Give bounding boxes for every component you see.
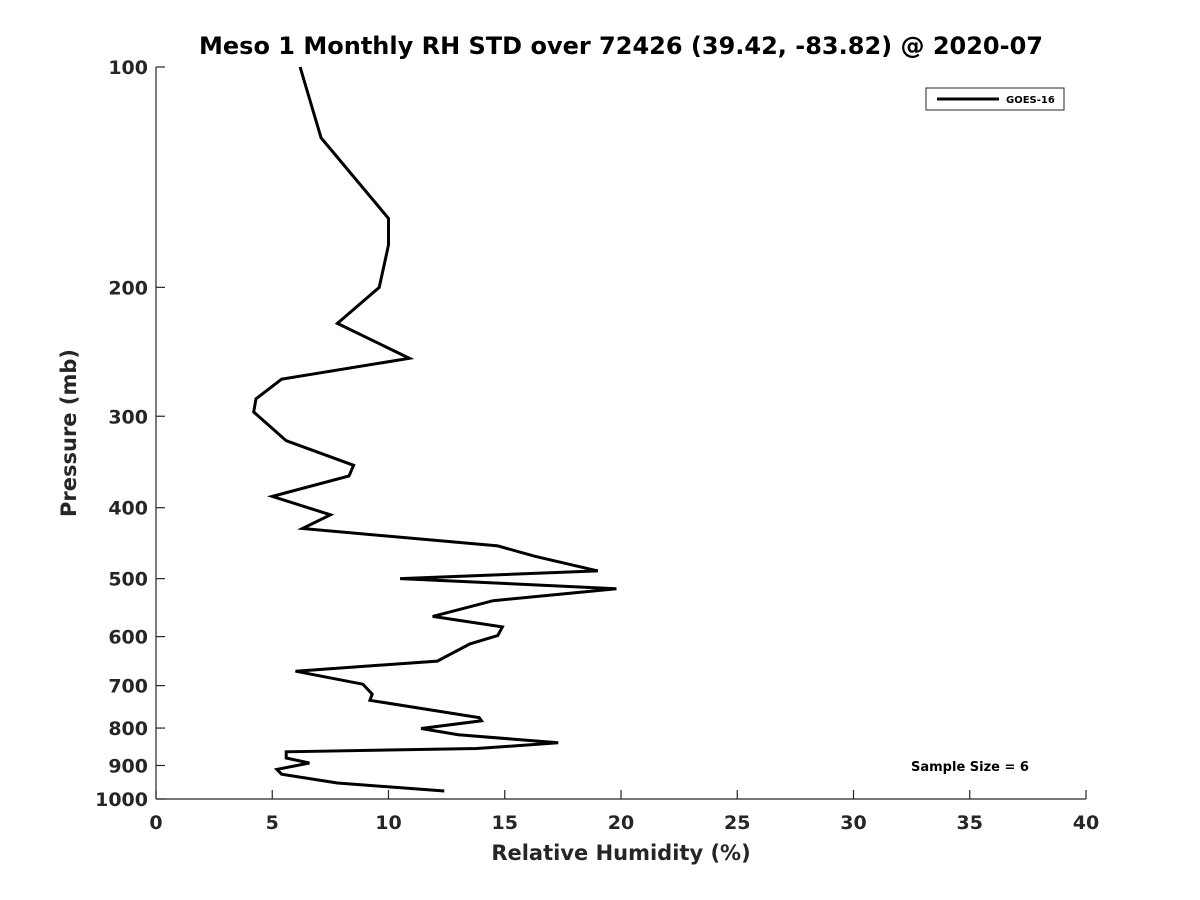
chart-title: Meso 1 Monthly RH STD over 72426 (39.42,… (199, 32, 1043, 60)
legend: GOES-16 (925, 87, 1065, 111)
y-tick-label: 900 (108, 756, 148, 778)
x-tick-label: 35 (957, 812, 983, 834)
x-tick-label: 40 (1073, 812, 1099, 834)
y-tick-label: 1000 (95, 789, 148, 811)
axes (155, 67, 1086, 800)
x-tick-label: 30 (840, 812, 866, 834)
x-tick-label: 5 (266, 812, 279, 834)
y-tick-label: 400 (108, 498, 148, 520)
y-tick-label: 700 (108, 676, 148, 698)
x-tick-label: 25 (724, 812, 750, 834)
y-tick-label: 100 (108, 57, 148, 79)
series-line-goes16 (252, 66, 617, 793)
legend-label: GOES-16 (1006, 95, 1055, 106)
y-tick-label: 200 (108, 277, 148, 299)
x-tick-label: 0 (149, 812, 162, 834)
x-tick-label: 10 (375, 812, 401, 834)
y-tick-label: 500 (108, 569, 148, 591)
x-tick-label: 20 (608, 812, 634, 834)
x-tick-label: 15 (492, 812, 518, 834)
y-tick-label: 600 (108, 627, 148, 649)
y-tick-label: 800 (108, 718, 148, 740)
y-ticks: 100 200 300 400 500 600 700 800 900 1000 (95, 57, 165, 811)
sample-size-annotation: Sample Size = 6 (911, 760, 1029, 775)
y-axis-label: Pressure (mb) (57, 349, 81, 517)
x-ticks: 0 5 10 15 20 25 30 35 40 (149, 790, 1099, 834)
y-tick-label: 300 (108, 406, 148, 428)
x-axis-label: Relative Humidity (%) (491, 841, 750, 865)
